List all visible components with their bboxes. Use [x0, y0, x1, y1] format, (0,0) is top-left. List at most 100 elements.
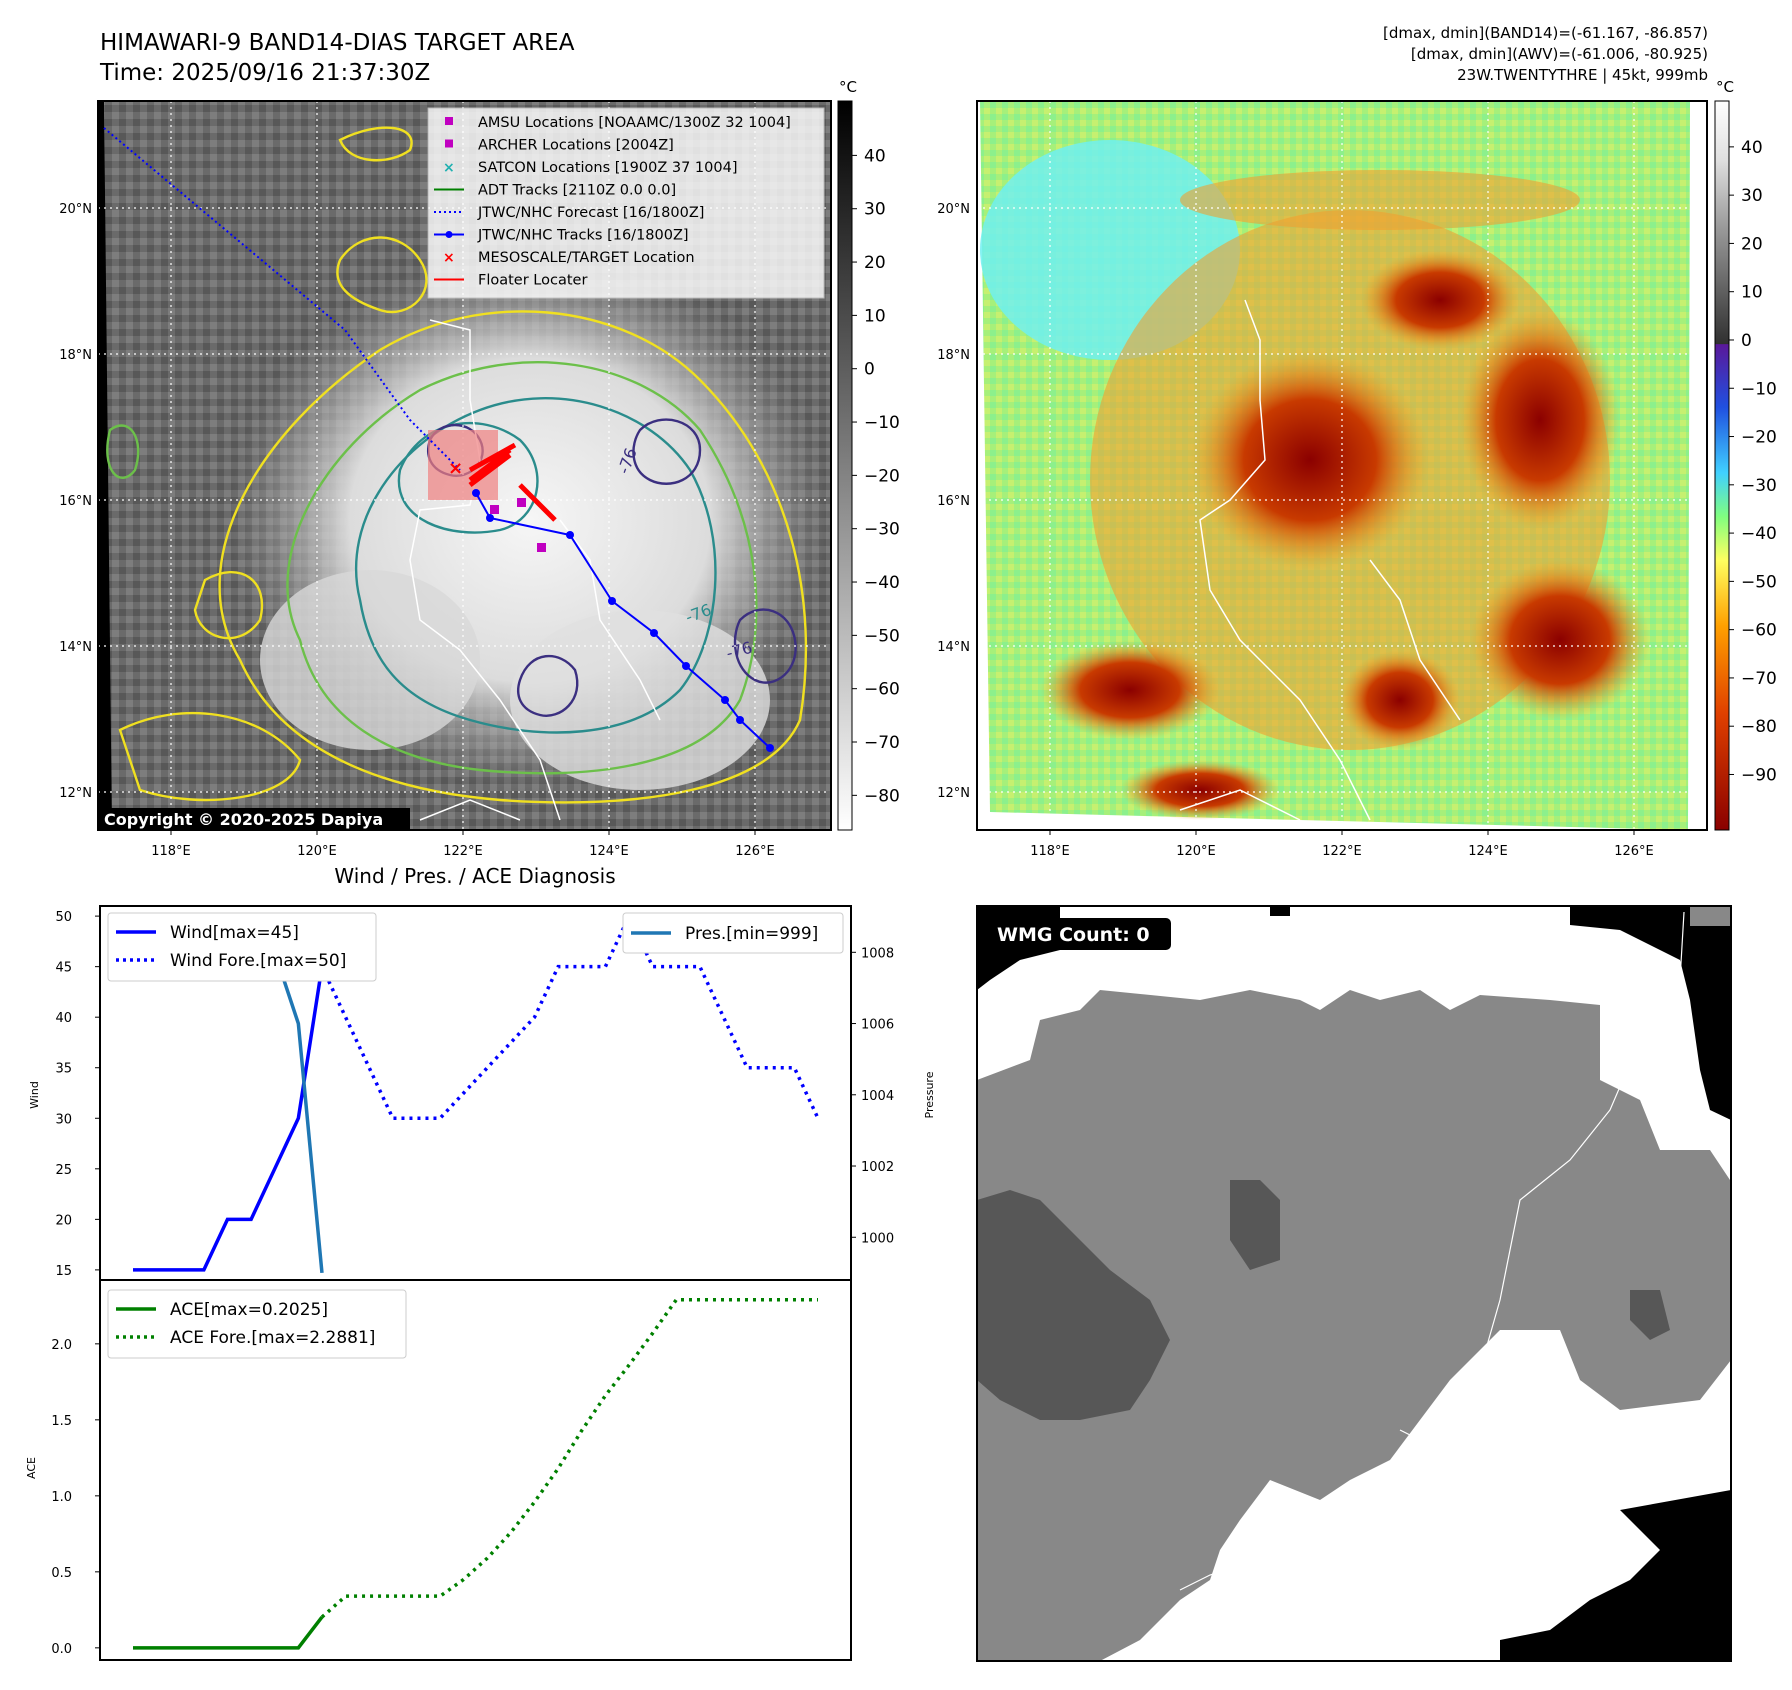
- colorbar-tick-label: −60: [1741, 621, 1777, 641]
- colorbar-tick-label: −80: [1741, 717, 1777, 737]
- colorbar-tick-label: 0: [864, 360, 875, 380]
- lon-tick-label: 124°E: [589, 844, 629, 859]
- colorbar-tick-label: 10: [1741, 283, 1763, 303]
- ir-map-right: [976, 100, 1708, 831]
- wind-tick-label: 20: [55, 1213, 72, 1228]
- lon-tick-label: 126°E: [735, 844, 775, 859]
- lon-tick-label: 126°E: [1614, 844, 1654, 859]
- wind-legend-label: Wind[max=45]: [170, 923, 299, 943]
- legend-swatch: ×: [443, 160, 455, 176]
- pres-legend-label: Pres.[min=999]: [685, 924, 818, 944]
- ace-forecast-legend-label: ACE Fore.[max=2.2881]: [170, 1328, 375, 1348]
- lon-tick-label: 124°E: [1468, 844, 1508, 859]
- jtwc-track-points: [472, 489, 774, 752]
- colorbar-left-unit: °C: [839, 78, 857, 96]
- wind-tick-label: 15: [55, 1264, 72, 1279]
- legend-entry-label: JTWC/NHC Tracks [16/1800Z]: [477, 228, 689, 244]
- colorbar-tick-label: −30: [864, 520, 900, 540]
- lat-ticks-left: 20°N 18°N 16°N 14°N 12°N: [59, 202, 92, 801]
- colorbar-tick-label: −60: [864, 680, 900, 700]
- legend-entry-label: JTWC/NHC Forecast [16/1800Z]: [477, 205, 704, 221]
- colorbar-tick-label: 40: [864, 146, 886, 166]
- legend-swatch: [445, 139, 453, 148]
- lon-tick-label: 122°E: [1322, 844, 1362, 859]
- pressure-tick-label: 1008: [861, 946, 894, 961]
- colorbar-tick-label: 20: [1741, 234, 1763, 254]
- lat-tick-label: 12°N: [59, 786, 92, 801]
- lon-tick-label: 120°E: [297, 844, 337, 859]
- lat-tick-label: 14°N: [59, 640, 92, 655]
- floater-track: [468, 442, 557, 522]
- pressure-tick-label: 1000: [861, 1231, 894, 1246]
- colorbar-tick-label: −10: [1741, 379, 1777, 399]
- ace-tick-label: 0.5: [51, 1566, 72, 1581]
- legend-swatch: [445, 231, 453, 238]
- colorbar-tick-label: −90: [1741, 765, 1777, 785]
- wind-forecast-line: [320, 911, 820, 1121]
- info-line2: [dmax, dmin](AWV)=(-61.006, -80.925): [1411, 45, 1708, 63]
- legend-entry-label: SATCON Locations [1900Z 37 1004]: [478, 160, 737, 176]
- colorbar-tick-label: −70: [864, 733, 900, 753]
- lon-tick-label: 120°E: [1176, 844, 1216, 859]
- copyright-text: Copyright © 2020-2025 Dapiya: [104, 810, 383, 829]
- wind-tick-label: 25: [55, 1163, 72, 1178]
- colorbar-tick-label: −40: [1741, 524, 1777, 544]
- legend-swatch: [445, 117, 453, 125]
- lon-tick-label: 118°E: [1030, 844, 1070, 859]
- page-title-line2: Time: 2025/09/16 21:37:30Z: [99, 60, 430, 86]
- info-line3: 23W.TWENTYTHRE | 45kt, 999mb: [1457, 66, 1708, 84]
- ace-line: [133, 1615, 324, 1650]
- wmg-dark-region: [977, 1190, 1170, 1420]
- pres-legend: Pres.[min=999]: [622, 912, 844, 954]
- colorbar-tick-label: 0: [1741, 331, 1752, 351]
- wind-axis-label: Wind: [28, 1081, 41, 1109]
- chart-title: Wind / Pres. / ACE Diagnosis: [334, 864, 615, 888]
- colorbar-tick-label: −50: [864, 626, 900, 646]
- wind-tick-label: 35: [55, 1062, 72, 1077]
- pressure-tick-label: 1004: [861, 1089, 894, 1104]
- colorbar-tick-label: −10: [864, 413, 900, 433]
- wind-pres-chart: 15 20 25 30 35 40 45 50 1000 1002 1004 1006 1008 Wi…: [28, 905, 936, 1281]
- colorbar-tick-label: 30: [1741, 186, 1763, 206]
- colorbar-tick-label: −40: [864, 573, 900, 593]
- colorbar-tick-label: 30: [864, 200, 886, 220]
- wind-legend: Wind[max=45] Wind Fore.[max=50]: [107, 912, 377, 982]
- colorbar-tick-label: −50: [1741, 572, 1777, 592]
- copyright-box: [100, 808, 410, 830]
- wmg-black-region: [1570, 906, 1731, 1120]
- lon-ticks-right: 118°E 120°E 122°E 124°E 126°E: [1030, 830, 1654, 859]
- lat-tick-label: 20°N: [937, 202, 970, 217]
- colorbar-tick-label: 40: [1741, 138, 1763, 158]
- lat-tick-label: 18°N: [59, 348, 92, 363]
- wind-tick-label: 30: [55, 1112, 72, 1127]
- wmg-count-badge: [987, 918, 1171, 950]
- legend-entry-label: ARCHER Locations [2004Z]: [478, 138, 674, 154]
- ace-legend-label: ACE[max=0.2025]: [170, 1300, 328, 1320]
- ace-tick-label: 1.5: [51, 1414, 72, 1429]
- page-title-line1: HIMAWARI-9 BAND14-DIAS TARGET AREA: [100, 30, 575, 56]
- wmg-count-label: WMG Count: 0: [997, 924, 1150, 946]
- wmg-coastline: [1179, 911, 1685, 1661]
- pressure-tick-label: 1002: [861, 1160, 894, 1175]
- coastline: [409, 319, 661, 821]
- legend: AMSU Locations [NOAAMC/1300Z 32 1004] ARC…: [427, 107, 825, 299]
- colorbar-tick-label: −70: [1741, 669, 1777, 689]
- lon-tick-label: 118°E: [151, 844, 191, 859]
- lat-ticks-right: 20°N 18°N 16°N 14°N 12°N: [937, 202, 970, 801]
- archer-marker: [517, 498, 526, 507]
- lat-tick-label: 20°N: [59, 202, 92, 217]
- wmg-map: WMG Count: 0: [976, 905, 1732, 1662]
- lon-tick-label: 122°E: [443, 844, 483, 859]
- ace-forecast-line: [320, 1298, 818, 1619]
- ace-axis-label: ACE: [25, 1457, 38, 1479]
- colorbar-right: °C 40 30 20 10 0 −10 −20 −30 −40 −50 −60 −70 −80 −90: [1714, 78, 1777, 831]
- amsu-marker: [490, 505, 499, 514]
- map-gridlines-right: [977, 101, 1707, 830]
- target-marker: ×: [448, 458, 463, 479]
- colorbar-right-unit: °C: [1716, 78, 1734, 96]
- lat-tick-label: 14°N: [937, 640, 970, 655]
- colorbar-tick-label: −20: [1741, 428, 1777, 448]
- wind-tick-label: 45: [55, 961, 72, 976]
- legend-entry-label: Floater Locater: [478, 273, 587, 289]
